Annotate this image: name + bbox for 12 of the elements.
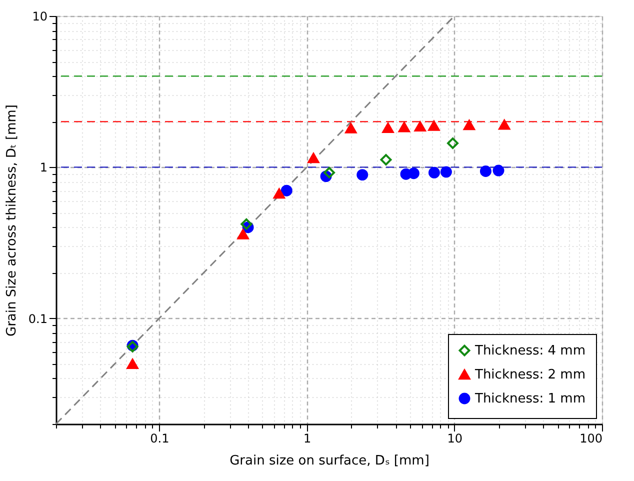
x-tick-label: 1 <box>303 432 312 446</box>
y-tick-label: 1 <box>40 160 48 175</box>
y-tick-label: 0.1 <box>28 312 48 326</box>
y-tick-label: 10 <box>32 10 48 24</box>
x-axis-title: Grain size on surface, Dₛ [mm] <box>230 454 430 468</box>
x-tick-label: 10 <box>447 432 463 446</box>
legend-label: Thickness: 2 mm <box>474 368 586 382</box>
x-tick-label: 100 <box>580 432 602 446</box>
legend-label: Thickness: 4 mm <box>474 344 586 358</box>
x-tick-label: 0.1 <box>150 432 170 446</box>
y-axis-title: Grain Size across thikness, Dₜ [mm] <box>4 104 20 336</box>
legend-label: Thickness: 1 mm <box>474 392 586 406</box>
